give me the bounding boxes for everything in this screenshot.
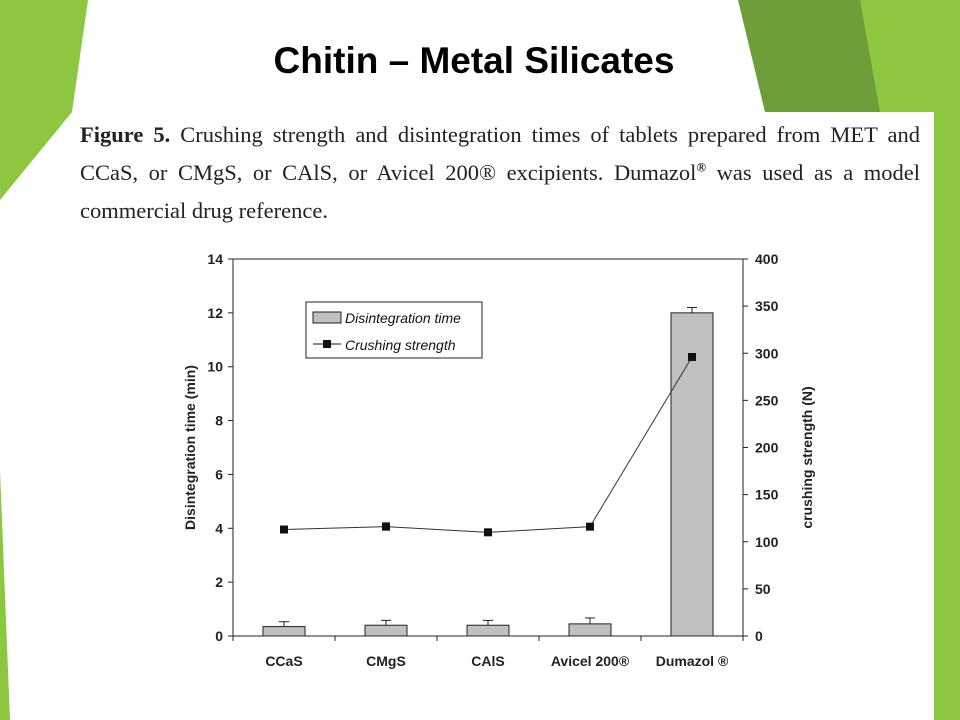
legend-box	[305, 301, 483, 359]
bar-5	[670, 312, 714, 637]
figure-panel	[72, 112, 934, 720]
caption-line-3: commercial drug reference.	[80, 198, 328, 223]
left-tick-label: 14	[207, 251, 223, 267]
caption-label: Figure 5.	[80, 122, 171, 147]
caption-line-2-rest: was used as a model	[706, 160, 920, 185]
right-light-green-band	[860, 0, 960, 720]
bar-series	[262, 306, 714, 637]
right-tick-label: 100	[755, 534, 779, 550]
left-tick-label: 8	[215, 413, 223, 429]
legend-swatch-bar	[312, 311, 342, 324]
point-4	[586, 522, 594, 531]
right-tick-label: 400	[755, 251, 779, 267]
caption-superscript: ®	[696, 159, 707, 175]
point-1	[280, 525, 288, 534]
x-tick-label: CCaS	[265, 653, 302, 669]
point-5	[688, 353, 696, 362]
caption-line-2: CCaS, or CMgS, or CAlS, or Avicel 200® e…	[80, 154, 920, 192]
right-axis-label: crushing strength (N)	[799, 386, 815, 528]
left-tick-label: 12	[207, 305, 223, 321]
right-tick-label: 250	[755, 392, 779, 408]
legend-swatch-marker	[323, 340, 331, 348]
right-tick-label: 350	[755, 298, 779, 314]
right-tick-label: 200	[755, 440, 779, 456]
left-tick-label: 0	[215, 628, 223, 644]
bar-1	[262, 626, 306, 637]
legend-label-crushing: Crushing strength	[345, 337, 456, 353]
chart-axes: 0 2 4 6 8 10 12 14 0 50 100 150 200 250 300 350 400 CCaS C…	[182, 251, 815, 669]
slide-title: Chitin – Metal Silicates	[273, 40, 675, 81]
x-tick-label: Avicel 200®	[551, 653, 630, 669]
crushing-strength-line	[283, 356, 693, 533]
left-tick-label: 10	[207, 359, 223, 375]
left-axis-label: Disintegration time (min)	[182, 365, 198, 530]
chart-legend: Disintegration time Crushing strength	[305, 301, 483, 359]
left-tick-label: 6	[215, 466, 223, 482]
bar-2	[364, 624, 408, 637]
point-3	[484, 528, 492, 537]
x-tick-label: Dumazol ®	[656, 653, 729, 669]
bar-3	[466, 624, 510, 637]
caption-line-1: Figure 5. Crushing strength and disinteg…	[80, 116, 920, 154]
x-tick-label: CAlS	[471, 653, 504, 669]
figure-caption: Figure 5. Crushing strength and disinteg…	[80, 116, 920, 230]
point-2	[382, 522, 390, 531]
caption-line-2-text: CCaS, or CMgS, or CAlS, or Avicel 200® e…	[80, 160, 697, 185]
left-tick-label: 2	[215, 574, 223, 590]
caption-line-1-text: Crushing strength and disintegration tim…	[180, 122, 921, 147]
left-green-band-lower	[0, 470, 10, 720]
right-tick-label: 0	[755, 628, 763, 644]
left-green-band	[0, 0, 88, 200]
bar-4	[568, 623, 612, 637]
right-tick-label: 150	[755, 487, 779, 503]
right-tick-label: 50	[755, 581, 771, 597]
legend-label-disintegration: Disintegration time	[345, 310, 461, 326]
x-tick-label: CMgS	[366, 653, 406, 669]
right-tick-label: 300	[755, 345, 779, 361]
left-tick-label: 4	[215, 520, 223, 536]
line-series	[280, 353, 696, 537]
